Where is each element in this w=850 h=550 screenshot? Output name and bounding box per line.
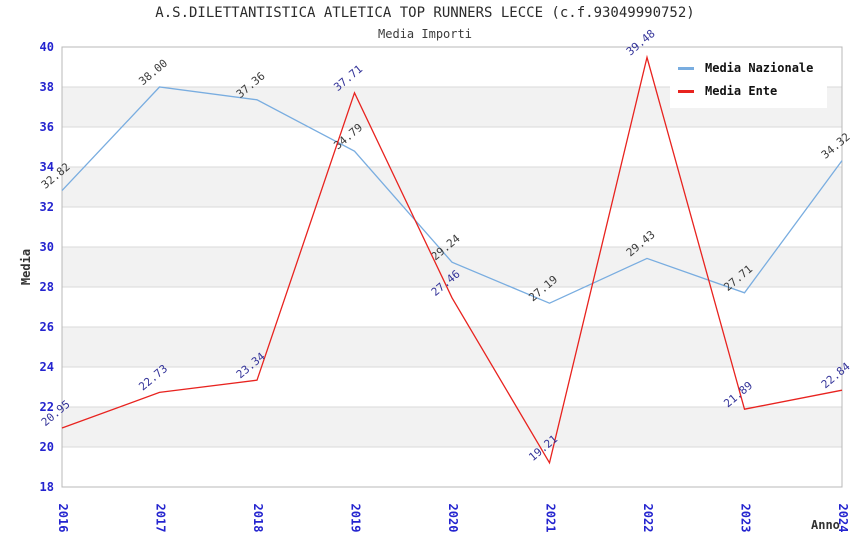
x-tick-label: 2017 bbox=[154, 504, 168, 533]
grid-band bbox=[62, 327, 842, 367]
chart-subtitle: Media Importi bbox=[378, 27, 472, 41]
y-tick-label: 38 bbox=[40, 80, 54, 94]
x-axis-title: Anno bbox=[811, 518, 840, 532]
media-nazionale-point-label: 38.00 bbox=[136, 57, 170, 88]
media-nazionale-point-label: 34.32 bbox=[819, 130, 850, 161]
x-tick-label: 2023 bbox=[739, 504, 753, 533]
x-tick-label: 2018 bbox=[251, 504, 265, 533]
legend-line-swatch-ente bbox=[678, 89, 694, 93]
grid-band bbox=[62, 167, 842, 207]
y-tick-label: 26 bbox=[40, 320, 54, 334]
y-tick-label: 34 bbox=[40, 160, 54, 174]
legend-item-media-ente: Media Ente bbox=[678, 84, 813, 98]
x-tick-label: 2016 bbox=[56, 504, 70, 533]
x-tick-label: 2021 bbox=[544, 504, 558, 533]
legend: Media Nazionale Media Ente bbox=[670, 53, 828, 108]
y-tick-label: 22 bbox=[40, 400, 54, 414]
y-tick-label: 36 bbox=[40, 120, 54, 134]
media-nazionale-line bbox=[61, 86, 843, 304]
x-tick-label: 2024 bbox=[836, 504, 850, 533]
legend-line-swatch-nazionale bbox=[678, 66, 694, 70]
legend-item-media-nazionale: Media Nazionale bbox=[678, 61, 813, 75]
grid-band bbox=[62, 407, 842, 447]
grid-band bbox=[62, 247, 842, 287]
plot-border bbox=[61, 46, 843, 488]
y-tick-label: 18 bbox=[40, 480, 54, 494]
legend-label: Media Nazionale bbox=[705, 61, 814, 75]
x-tick-label: 2020 bbox=[446, 504, 460, 533]
x-tick-label: 2022 bbox=[641, 504, 655, 533]
media-ente-point-label: 39.48 bbox=[624, 27, 658, 58]
y-tick-label: 24 bbox=[40, 360, 54, 374]
media-ente-line bbox=[61, 54, 843, 465]
y-tick-label: 28 bbox=[40, 280, 54, 294]
y-tick-label: 30 bbox=[40, 240, 54, 254]
y-tick-label: 40 bbox=[40, 40, 54, 54]
chart-title: A.S.DILETTANTISTICA ATLETICA TOP RUNNERS… bbox=[155, 5, 695, 21]
y-tick-label: 32 bbox=[40, 200, 54, 214]
y-tick-label: 20 bbox=[40, 440, 54, 454]
y-axis-title: Media bbox=[19, 249, 33, 285]
media-ente-point-label: 21.89 bbox=[721, 379, 755, 410]
legend-label: Media Ente bbox=[705, 84, 778, 98]
x-tick-label: 2019 bbox=[349, 504, 363, 533]
